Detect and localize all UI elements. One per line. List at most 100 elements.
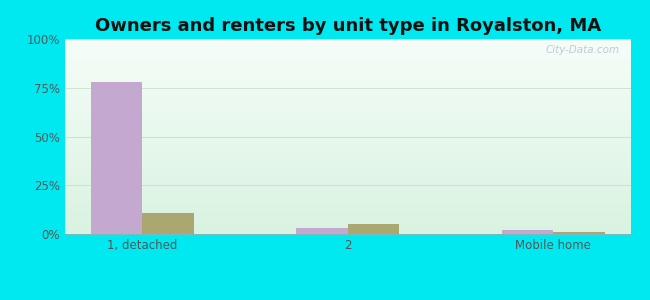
Bar — [65, 152, 630, 154]
Bar — [65, 224, 630, 226]
Bar — [65, 43, 630, 45]
Bar — [65, 131, 630, 133]
Bar — [65, 177, 630, 179]
Bar — [65, 222, 630, 224]
Bar — [65, 127, 630, 129]
Bar — [65, 232, 630, 234]
Bar — [91, 82, 142, 234]
Bar — [65, 199, 630, 201]
Bar — [65, 201, 630, 203]
Bar — [65, 164, 630, 166]
Bar — [65, 183, 630, 185]
Bar — [65, 105, 630, 107]
Bar — [65, 47, 630, 49]
Bar — [65, 176, 630, 178]
Bar — [65, 119, 630, 121]
Bar — [65, 144, 630, 146]
Bar — [65, 220, 630, 222]
Bar — [65, 179, 630, 181]
Bar — [65, 74, 630, 76]
Bar — [65, 136, 630, 139]
Bar — [65, 207, 630, 209]
Bar — [65, 205, 630, 207]
Bar — [65, 55, 630, 56]
Bar — [65, 185, 630, 187]
Bar — [65, 203, 630, 205]
Bar — [65, 172, 630, 173]
Bar — [65, 181, 630, 183]
Bar — [65, 209, 630, 211]
Bar — [65, 66, 630, 68]
Bar — [65, 173, 630, 175]
Bar — [65, 123, 630, 125]
Bar — [65, 146, 630, 148]
Bar — [65, 168, 630, 170]
Bar — [65, 193, 630, 195]
Bar — [65, 187, 630, 189]
Bar — [65, 68, 630, 70]
Bar — [65, 154, 630, 156]
Bar — [65, 100, 630, 101]
Title: Owners and renters by unit type in Royalston, MA: Owners and renters by unit type in Royal… — [95, 17, 601, 35]
Bar — [65, 113, 630, 115]
Bar — [65, 160, 630, 162]
Bar — [65, 101, 630, 103]
Bar — [65, 226, 630, 228]
Bar — [65, 140, 630, 142]
Bar — [65, 166, 630, 168]
Bar — [65, 212, 630, 214]
Bar — [65, 72, 630, 74]
Bar — [502, 230, 553, 234]
Bar — [65, 125, 630, 127]
Bar — [65, 95, 630, 98]
Bar — [65, 158, 630, 160]
Bar — [65, 92, 630, 94]
Bar — [296, 228, 348, 234]
Bar — [65, 189, 630, 191]
Bar — [65, 41, 630, 43]
Bar — [65, 195, 630, 197]
Text: City-Data.com: City-Data.com — [545, 45, 619, 55]
Bar — [65, 61, 630, 62]
Bar — [65, 133, 630, 134]
Bar — [65, 197, 630, 199]
Bar — [65, 39, 630, 41]
Bar — [65, 45, 630, 47]
Bar — [65, 88, 630, 90]
Bar — [65, 230, 630, 232]
Bar — [65, 58, 630, 61]
Bar — [65, 53, 630, 55]
Bar — [65, 64, 630, 66]
Bar — [65, 191, 630, 193]
Bar — [65, 142, 630, 144]
Bar — [65, 51, 630, 53]
Bar — [65, 70, 630, 72]
Bar — [65, 211, 630, 212]
Bar — [65, 49, 630, 51]
Bar — [65, 62, 630, 64]
Bar — [65, 217, 630, 218]
Bar — [65, 134, 630, 136]
Bar — [553, 232, 604, 234]
Bar — [65, 218, 630, 220]
Bar — [65, 111, 630, 113]
Bar — [65, 214, 630, 217]
Bar — [65, 103, 630, 105]
Bar — [65, 84, 630, 86]
Bar — [65, 76, 630, 78]
Bar — [65, 156, 630, 158]
Bar — [348, 224, 399, 234]
Bar — [65, 117, 630, 119]
Bar — [65, 150, 630, 152]
Bar — [65, 98, 630, 100]
Bar — [65, 94, 630, 95]
Bar — [65, 170, 630, 172]
Bar — [65, 129, 630, 131]
Bar — [65, 139, 630, 140]
Bar — [65, 121, 630, 123]
Bar — [65, 82, 630, 84]
Bar — [65, 80, 630, 82]
Bar — [65, 148, 630, 150]
Bar — [65, 86, 630, 88]
Bar — [142, 212, 194, 234]
